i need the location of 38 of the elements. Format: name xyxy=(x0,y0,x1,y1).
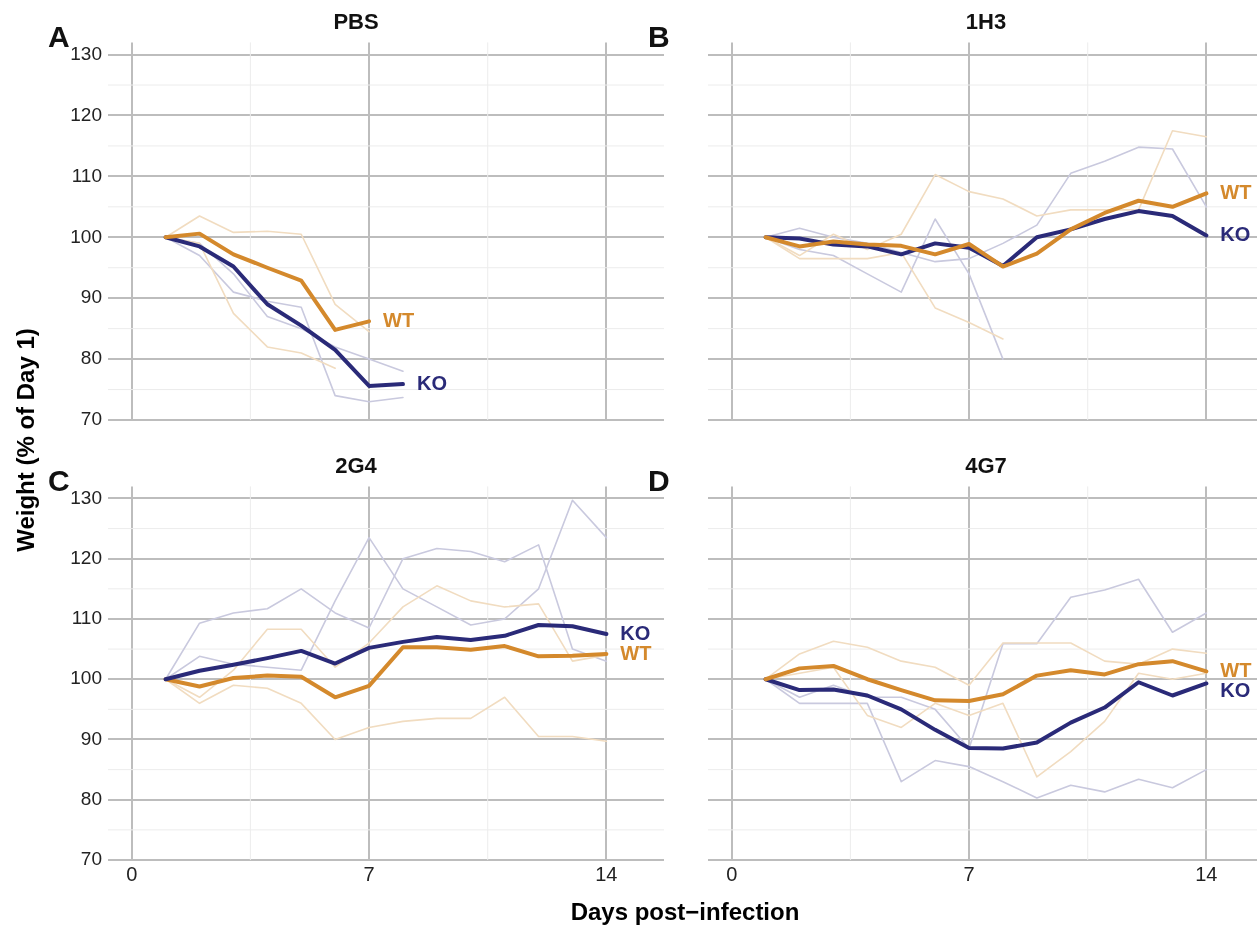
x-axis-title: Days post−infection xyxy=(570,898,800,926)
y-tick-label: 120 xyxy=(70,103,102,125)
y-tick-label: 90 xyxy=(80,286,102,308)
x-tick-label: 7 xyxy=(363,862,375,885)
series-label: KO xyxy=(1220,222,1251,245)
annotation: B xyxy=(648,20,670,54)
x-tick-label: 0 xyxy=(726,862,738,885)
series-label: WT xyxy=(1220,658,1252,681)
y-tick-label: 80 xyxy=(80,787,102,809)
x-tick-label: 0 xyxy=(126,862,138,885)
y-tick-label: 110 xyxy=(71,607,102,629)
y-tick-label: 80 xyxy=(80,347,102,369)
y-tick-label: 110 xyxy=(71,164,102,186)
y-axis-title: Weight (% of Day 1) xyxy=(12,328,40,552)
y-tick-label: 120 xyxy=(70,546,102,568)
series-label: WT xyxy=(1220,180,1252,203)
x-tick-label: 7 xyxy=(963,862,975,885)
x-tick-label: 14 xyxy=(595,862,618,885)
series-label: WT xyxy=(383,308,415,331)
y-tick-label: 70 xyxy=(80,848,102,870)
y-tick-label: 70 xyxy=(80,408,102,430)
y-tick-label: 100 xyxy=(70,667,102,689)
annotation: D xyxy=(648,464,670,498)
series-label: WT xyxy=(620,641,652,664)
series-label: KO xyxy=(620,621,651,644)
y-tick-label: 130 xyxy=(70,486,102,508)
text: C xyxy=(48,464,70,498)
series-label: KO xyxy=(416,371,447,394)
chart-title: 2G4 xyxy=(335,453,378,479)
y-tick-label: 100 xyxy=(70,225,102,247)
y-tick-label: 90 xyxy=(80,727,102,749)
series-label: KO xyxy=(1220,678,1251,701)
y-tick-label: 130 xyxy=(70,42,102,64)
x-tick-label: 14 xyxy=(1195,862,1218,885)
chart-title: PBS xyxy=(333,9,379,35)
chart-title: 4G7 xyxy=(965,453,1007,479)
chart-title: 1H3 xyxy=(965,9,1007,35)
text: A xyxy=(48,20,70,54)
